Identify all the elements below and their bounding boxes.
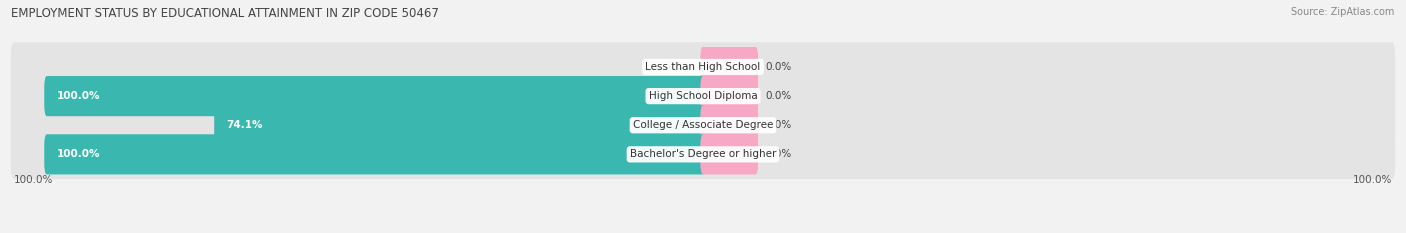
FancyBboxPatch shape	[11, 71, 1395, 121]
Legend: In Labor Force, Unemployed: In Labor Force, Unemployed	[598, 229, 808, 233]
FancyBboxPatch shape	[700, 76, 758, 116]
Text: 74.1%: 74.1%	[226, 120, 263, 130]
FancyBboxPatch shape	[700, 105, 758, 145]
FancyBboxPatch shape	[214, 105, 706, 145]
FancyBboxPatch shape	[11, 130, 1395, 179]
Text: 100.0%: 100.0%	[1353, 175, 1392, 185]
Text: 100.0%: 100.0%	[56, 91, 100, 101]
Text: Bachelor's Degree or higher: Bachelor's Degree or higher	[630, 149, 776, 159]
Text: 0.0%: 0.0%	[765, 62, 792, 72]
FancyBboxPatch shape	[44, 134, 706, 175]
Text: Source: ZipAtlas.com: Source: ZipAtlas.com	[1291, 7, 1395, 17]
FancyBboxPatch shape	[11, 100, 1395, 150]
Text: College / Associate Degree: College / Associate Degree	[633, 120, 773, 130]
Text: 0.0%: 0.0%	[666, 62, 693, 72]
Text: EMPLOYMENT STATUS BY EDUCATIONAL ATTAINMENT IN ZIP CODE 50467: EMPLOYMENT STATUS BY EDUCATIONAL ATTAINM…	[11, 7, 439, 20]
Text: 0.0%: 0.0%	[765, 149, 792, 159]
Text: High School Diploma: High School Diploma	[648, 91, 758, 101]
FancyBboxPatch shape	[11, 42, 1395, 92]
Text: 0.0%: 0.0%	[765, 120, 792, 130]
FancyBboxPatch shape	[700, 47, 758, 87]
Text: 100.0%: 100.0%	[14, 175, 53, 185]
Text: 100.0%: 100.0%	[56, 149, 100, 159]
Text: 0.0%: 0.0%	[765, 91, 792, 101]
Text: Less than High School: Less than High School	[645, 62, 761, 72]
FancyBboxPatch shape	[44, 76, 706, 116]
FancyBboxPatch shape	[700, 134, 758, 175]
